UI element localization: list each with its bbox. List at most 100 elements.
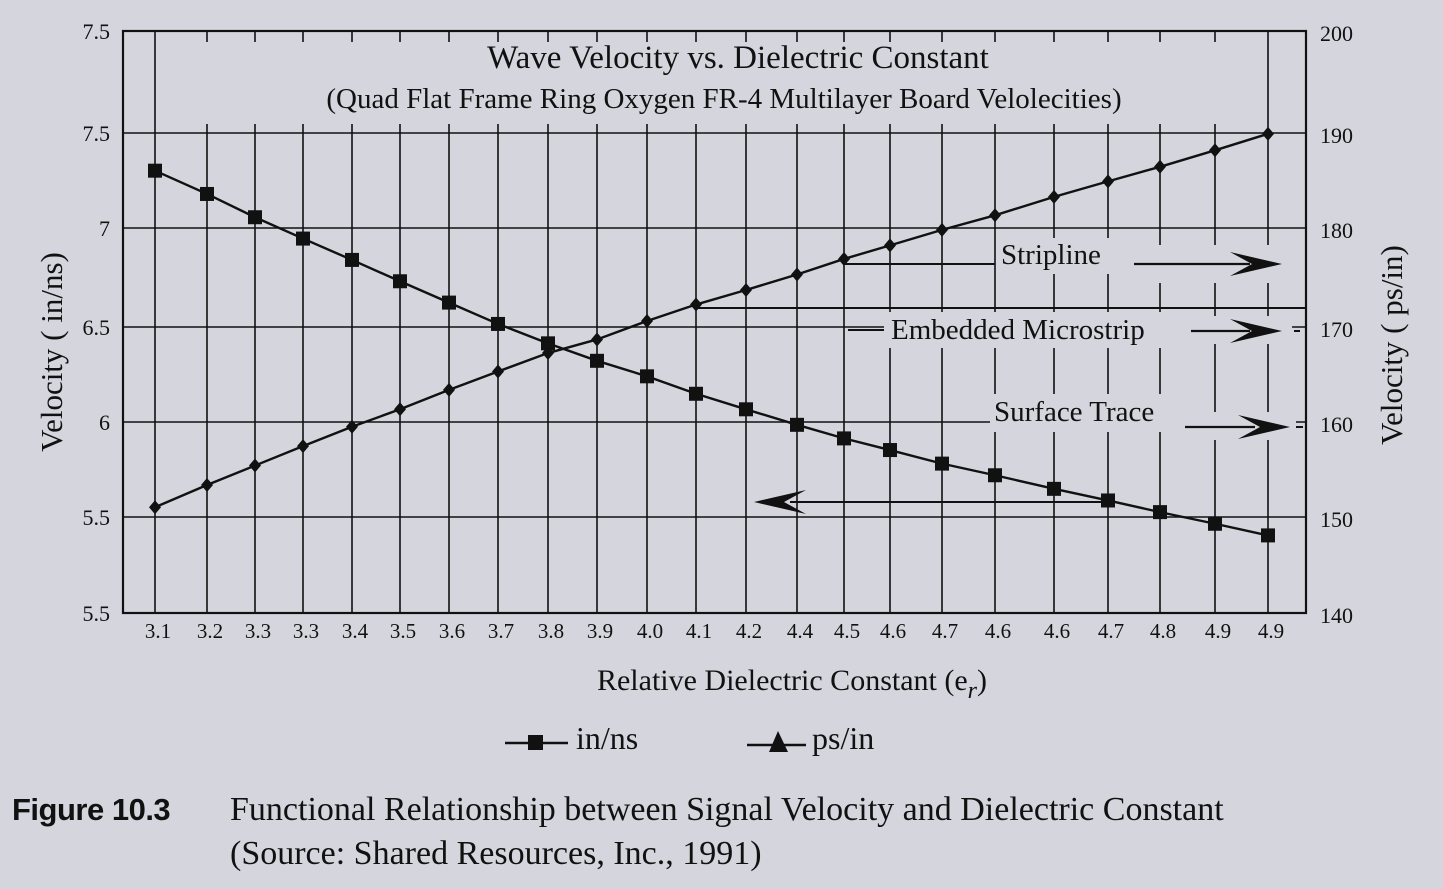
legend-label: ps/in — [812, 720, 874, 756]
square-marker-icon — [393, 274, 407, 289]
caption-source: (Source: Shared Resources, Inc., 1991) — [230, 835, 762, 872]
diamond-marker-icon — [149, 500, 161, 515]
diamond-marker-icon — [201, 477, 213, 492]
square-marker-icon — [296, 231, 310, 246]
x-tick-label: 4.1 — [686, 619, 712, 643]
diamond-marker-icon — [1154, 159, 1166, 174]
diamond-marker-icon — [641, 314, 653, 329]
arrow-right-icon — [1230, 252, 1282, 276]
y-right-tick-label: 170 — [1320, 317, 1353, 342]
annotation-label-bg — [996, 238, 1132, 274]
y-left-tick-label: 5.5 — [83, 505, 111, 530]
diamond-marker-icon — [346, 419, 358, 434]
x-tick-label: 4.9 — [1258, 619, 1284, 643]
x-tick-label: 4.6 — [985, 619, 1011, 643]
square-marker-icon — [935, 456, 949, 471]
series-in-ns — [148, 163, 1275, 543]
chart-axes: 7.5 7.5 7 6.5 6 5.5 5.5 200 190 180 170 160 150 140 3.… — [83, 19, 1354, 643]
x-axis-label: Relative Dielectric Constant (er) — [597, 664, 987, 704]
x-tick-label: 4.7 — [1098, 619, 1124, 643]
x-tick-label: 3.8 — [538, 619, 564, 643]
annotation-label: Embedded Microstrip — [891, 314, 1145, 346]
square-marker-icon — [1153, 505, 1167, 520]
square-marker-icon — [837, 431, 851, 446]
square-marker-icon — [1101, 493, 1115, 508]
x-tick-label: 4.8 — [1150, 619, 1176, 643]
annotation-surface-trace: Surface Trace — [990, 394, 1303, 440]
legend-item-ps-in: ps/in — [747, 720, 874, 756]
x-tick-label: 4.4 — [787, 619, 814, 643]
x-tick-label: 4.6 — [880, 619, 906, 643]
x-tick-label: 3.6 — [439, 619, 465, 643]
diamond-marker-icon — [989, 208, 1001, 223]
x-tick-label: 3.3 — [245, 619, 271, 643]
square-marker-icon — [442, 295, 456, 310]
diamond-marker-icon — [1209, 143, 1221, 158]
figure-label: Figure 10.3 — [12, 792, 171, 827]
y-left-tick-label: 5.5 — [83, 601, 111, 626]
square-marker-icon — [739, 402, 753, 417]
diamond-marker-icon — [791, 267, 803, 282]
square-marker-icon — [200, 186, 214, 201]
figure-caption: Figure 10.3 Functional Relationship betwe… — [12, 788, 1224, 876]
square-marker-icon — [491, 316, 505, 331]
diamond-marker-icon — [1048, 189, 1060, 204]
y-left-tick-label: 6 — [99, 410, 110, 435]
diamond-marker-icon — [492, 364, 504, 379]
y-left-tick-label: 7.5 — [83, 121, 111, 146]
plot-frame — [121, 29, 1308, 615]
y-right-tick-label: 160 — [1320, 412, 1353, 437]
y-left-tick-label: 7 — [99, 216, 110, 241]
diamond-marker-icon — [936, 222, 948, 237]
square-marker-icon — [248, 210, 262, 225]
x-tick-label: 3.5 — [390, 619, 416, 643]
y-left-tick-label: 6.5 — [83, 315, 111, 340]
diamond-marker-icon — [1262, 126, 1274, 141]
x-tick-label: 3.4 — [342, 619, 369, 643]
y-right-tick-label: 200 — [1320, 21, 1353, 46]
square-marker-icon — [988, 468, 1002, 483]
x-axis-label-close: ) — [977, 664, 987, 697]
series-ps-in — [149, 126, 1274, 515]
diamond-marker-icon — [1102, 174, 1114, 189]
legend-item-in-ns: in/ns — [505, 720, 638, 756]
x-tick-label: 4.0 — [637, 619, 663, 643]
diamond-marker-icon — [542, 346, 554, 361]
square-marker-icon — [689, 386, 703, 401]
x-axis-label-main: Relative Dielectric Constant (e — [597, 664, 968, 697]
legend: in/ns ps/in — [505, 720, 874, 756]
y-right-tick-label: 190 — [1320, 123, 1353, 148]
diamond-marker-icon — [740, 282, 752, 297]
x-tick-label: 3.9 — [587, 619, 613, 643]
caption-text: Functional Relationship between Signal V… — [230, 791, 1224, 828]
chart-annotations: Stripline Embedded Microstrip Surface Trac… — [696, 238, 1306, 514]
x-axis-label-subscript: r — [968, 678, 978, 704]
annotation-label: Surface Trace — [994, 396, 1154, 428]
y-axis-right-label: Velocity ( ps/in) — [1374, 245, 1409, 445]
square-marker-icon — [1261, 528, 1275, 543]
chart-grid — [123, 31, 1306, 613]
arrow-left-icon — [754, 490, 806, 514]
diamond-marker-icon — [297, 439, 309, 454]
y-right-tick-label: 150 — [1320, 507, 1353, 532]
square-marker-icon — [541, 336, 555, 351]
x-tick-label: 4.9 — [1205, 619, 1231, 643]
diamond-marker-icon — [591, 332, 603, 347]
diamond-marker-icon — [443, 382, 455, 397]
chart-series — [148, 126, 1275, 543]
annotation-label-bg — [884, 312, 1188, 348]
diamond-marker-icon — [690, 297, 702, 312]
diamond-marker-icon — [838, 251, 850, 266]
annotation-left-arrow — [754, 490, 1109, 514]
diamond-marker-icon — [249, 458, 261, 473]
legend-label: in/ns — [576, 720, 638, 756]
y-left-tick-label: 7.5 — [83, 19, 111, 44]
chart-title: Wave Velocity vs. Dielectric Constant — [487, 40, 989, 76]
x-tick-label: 3.2 — [197, 619, 223, 643]
annotation-embedded-microstrip: Embedded Microstrip — [696, 307, 1306, 348]
y-right-tick-label: 180 — [1320, 218, 1353, 243]
square-marker-icon — [640, 369, 654, 384]
diamond-marker-icon — [394, 402, 406, 417]
arrow-right-icon — [1230, 319, 1282, 343]
annotation-label-bg — [990, 394, 1180, 432]
